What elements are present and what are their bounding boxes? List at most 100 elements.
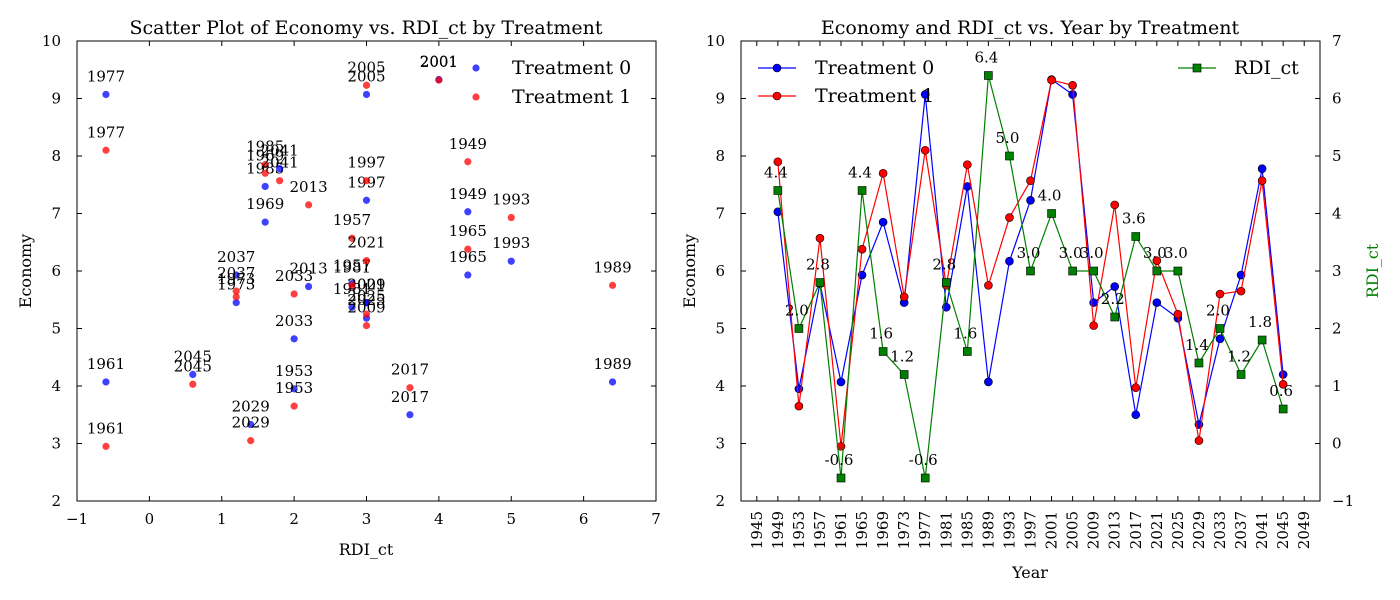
line-rdi-marker xyxy=(1047,209,1056,218)
scatter-point-treatment-0 xyxy=(247,420,255,429)
scatter-point-year-label: 1989 xyxy=(593,258,631,276)
scatter-point-treatment-1 xyxy=(507,213,515,222)
scatter-point-year-label: 2009 xyxy=(347,299,385,317)
scatter-point-year-label: 2005 xyxy=(347,67,385,85)
line-rdi-value-label: 2.2 xyxy=(1101,290,1125,308)
line-rdi-value-label: 1.6 xyxy=(869,325,893,343)
line-rdi-value-label: 1.8 xyxy=(1248,313,1272,331)
scatter-point-treatment-1 xyxy=(362,310,371,318)
scatter-point-year-label: 1957 xyxy=(333,257,371,275)
scatter-point-year-label: 1949 xyxy=(449,185,487,203)
scatter-point-treatment-0 xyxy=(507,257,515,265)
line-rdi-value-label: 2.8 xyxy=(932,256,956,274)
scatter-point-year-label: 1981 xyxy=(333,258,371,276)
line-rdi-value-label: 3.0 xyxy=(1017,244,1041,262)
line-rdi-marker xyxy=(1194,358,1204,368)
scatter-y-tick-label: 8 xyxy=(51,147,61,165)
scatter-point-treatment-0 xyxy=(232,299,240,307)
scatter-point-treatment-1 xyxy=(464,245,472,253)
line-treatment-marker xyxy=(1131,410,1141,420)
line-rdi-value-label: -0.6 xyxy=(909,451,938,469)
line-treatment-marker xyxy=(1026,195,1035,205)
line-x-tick-label: 2005 xyxy=(1064,511,1082,549)
scatter-point-year-label: 1949 xyxy=(449,135,487,153)
scatter-point-year-label: 1977 xyxy=(87,67,125,85)
scatter-point-year-label: 2033 xyxy=(275,267,313,285)
line-x-tick-label: 1985 xyxy=(958,511,976,549)
line-rdi-marker xyxy=(920,473,930,483)
scatter-point-year-label: 1985 xyxy=(246,138,284,156)
line-treatment-marker xyxy=(878,168,888,178)
line-y2-tick-label: 5 xyxy=(1332,147,1342,165)
scatter-point-treatment-1 xyxy=(276,177,284,185)
line-rdi-value-label: 3.0 xyxy=(1164,244,1188,262)
scatter-legend-marker xyxy=(472,93,480,101)
scatter-point-year-label: 1989 xyxy=(593,355,631,373)
scatter-point-treatment-1 xyxy=(261,161,269,169)
line-treatment-marker xyxy=(920,145,930,155)
scatter-y-tick-label: 9 xyxy=(51,90,61,108)
scatter-x-tick-label: 2 xyxy=(289,510,299,528)
line-rdi-value-label: 3.0 xyxy=(1059,244,1083,262)
scatter-y-tick-label: 10 xyxy=(42,32,61,50)
line-rdi-marker xyxy=(1278,404,1288,414)
scatter-point-year-label: 1969 xyxy=(246,146,284,164)
line-treatment-marker xyxy=(1278,370,1288,379)
scatter-legend-marker xyxy=(472,64,480,72)
line-y-tick-label: 10 xyxy=(706,32,725,50)
line-rdi-marker xyxy=(1068,266,1077,276)
line-treatment-marker xyxy=(1257,164,1267,173)
scatter-point-treatment-1 xyxy=(290,402,298,410)
scatter-x-tick-label: 7 xyxy=(651,510,661,528)
line-treatment-marker xyxy=(1152,298,1162,307)
line-treatment-marker xyxy=(1278,379,1288,389)
scatter-point-year-label: 2001 xyxy=(420,53,458,71)
line-legend-label: Treatment 1 xyxy=(815,85,934,107)
line-series-2 xyxy=(777,75,1284,479)
scatter-point-year-label: 1985 xyxy=(246,159,284,177)
scatter-point-year-label: 2025 xyxy=(347,287,385,305)
line-rdi-value-label: 2.8 xyxy=(806,256,830,274)
line-x-tick-label: 1989 xyxy=(979,511,997,549)
scatter-point-treatment-0 xyxy=(261,182,269,191)
scatter-point-treatment-1 xyxy=(102,146,110,154)
scatter-point-year-label: 2005 xyxy=(347,58,385,76)
line-treatment-marker xyxy=(1005,213,1014,222)
line-y2-tick-label: 0 xyxy=(1332,435,1342,453)
scatter-legend-label: Treatment 1 xyxy=(512,86,631,108)
scatter-chart: Scatter Plot of Economy vs. RDI_ct by Tr… xyxy=(16,17,661,559)
line-y2-tick-label: 7 xyxy=(1332,32,1342,50)
line-chart: Economy and RDI_ct vs. Year by Treatment… xyxy=(680,17,1382,582)
line-rdi-marker xyxy=(794,324,804,333)
scatter-point-treatment-1 xyxy=(189,380,197,388)
line-rdi-marker xyxy=(1257,335,1267,345)
scatter-point-year-label: 2029 xyxy=(232,414,270,432)
scatter-x-tick-label: 5 xyxy=(506,510,516,528)
line-treatment-marker xyxy=(1194,436,1204,445)
line-y2-tick-label: 2 xyxy=(1332,320,1342,338)
line-y-tick-label: 9 xyxy=(715,90,725,108)
line-treatment-marker xyxy=(857,244,867,254)
scatter-point-treatment-1 xyxy=(348,234,356,242)
scatter-point-treatment-1 xyxy=(435,76,443,84)
line-rdi-marker xyxy=(878,347,888,356)
line-rdi-marker xyxy=(836,473,846,483)
line-rdi-marker xyxy=(1089,266,1098,276)
scatter-point-treatment-1 xyxy=(362,322,371,330)
line-x-tick-label: 1957 xyxy=(811,511,829,549)
line-rdi-marker xyxy=(1005,151,1014,161)
scatter-point-treatment-1 xyxy=(247,437,255,445)
line-x-tick-label: 2021 xyxy=(1148,511,1166,549)
line-y-tick-label: 8 xyxy=(715,147,725,165)
scatter-point-treatment-0 xyxy=(608,378,617,386)
scatter-point-year-label: 2009 xyxy=(347,276,385,294)
line-rdi-marker xyxy=(984,71,993,80)
line-chart-title: Economy and RDI_ct vs. Year by Treatment xyxy=(821,17,1240,39)
line-legend-marker xyxy=(772,91,782,101)
line-x-tick-label: 1945 xyxy=(748,511,766,549)
scatter-point-year-label: 2045 xyxy=(174,348,212,366)
line-treatment-marker xyxy=(1173,309,1183,319)
scatter-point-treatment-1 xyxy=(608,281,617,289)
line-y2-tick-label: 4 xyxy=(1332,205,1342,223)
